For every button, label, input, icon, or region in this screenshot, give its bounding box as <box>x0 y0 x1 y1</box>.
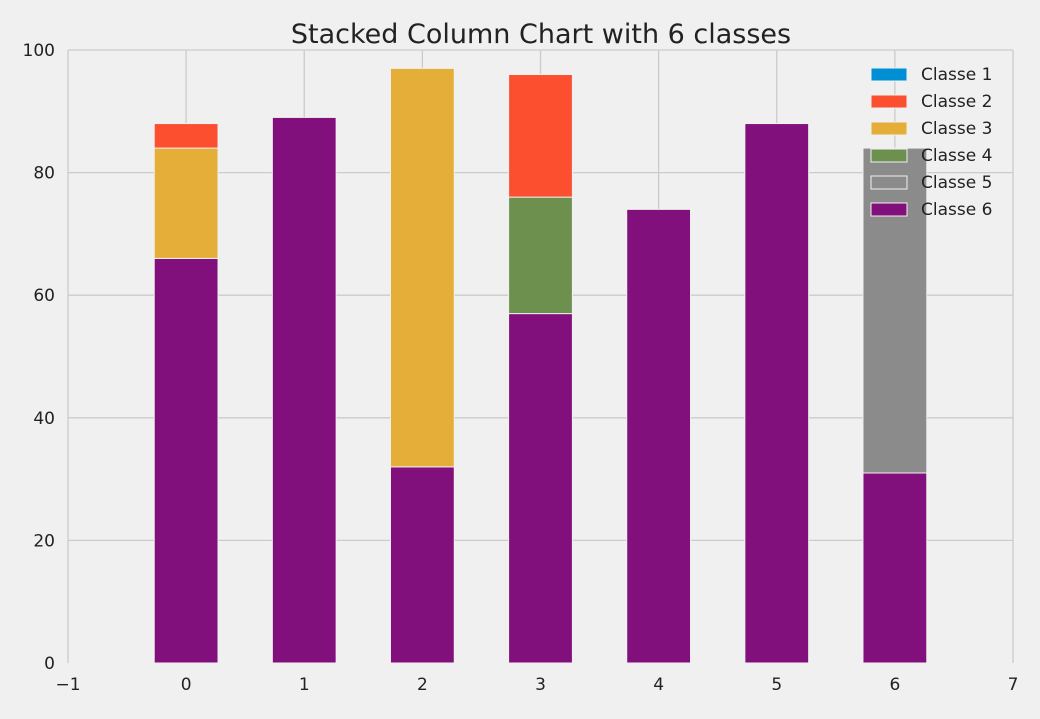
y-tick-labels: 0 20 40 60 80 100 <box>23 41 55 674</box>
bar-segment-classe-2 <box>508 74 573 198</box>
x-tick-label: 1 <box>299 675 310 695</box>
x-tick-labels: −1 0 1 2 3 4 5 6 7 <box>55 675 1018 695</box>
legend-swatch <box>870 67 908 82</box>
bar-segment-classe-6 <box>271 116 337 664</box>
chart-title: Stacked Column Chart with 6 classes <box>291 19 791 50</box>
y-tick-label: 60 <box>33 286 55 306</box>
legend: Classe 1 Classe 2 Classe 3 Classe 4 Classe 5… <box>870 65 992 220</box>
legend-swatch <box>870 148 908 163</box>
y-tick-label: 20 <box>33 531 55 551</box>
bar-segment-classe-6 <box>862 472 928 664</box>
bar-segment-classe-6 <box>153 257 219 664</box>
x-tick-label: 0 <box>181 675 192 695</box>
x-tick-label: 5 <box>771 675 782 695</box>
y-tick-label: 40 <box>33 409 55 429</box>
legend-label: Classe 4 <box>921 146 992 166</box>
legend-label: Classe 5 <box>921 173 992 193</box>
bar-segment-classe-2 <box>153 123 219 149</box>
bar-segment-classe-6 <box>508 313 573 664</box>
legend-swatch <box>870 175 908 190</box>
x-tick-label: 3 <box>535 675 546 695</box>
bar-segment-classe-3 <box>389 67 455 468</box>
bar-segment-classe-4 <box>508 196 573 315</box>
bar-segment-classe-5 <box>862 147 928 474</box>
legend-swatch <box>870 202 908 217</box>
bar-segment-classe-6 <box>744 123 810 664</box>
legend-label: Classe 6 <box>921 200 992 220</box>
legend-label: Classe 2 <box>921 92 992 112</box>
legend-label: Classe 3 <box>921 119 992 139</box>
bars <box>153 67 928 664</box>
x-tick-label: 2 <box>417 675 428 695</box>
legend-label: Classe 1 <box>921 65 992 85</box>
x-tick-label: 4 <box>653 675 664 695</box>
legend-swatch <box>870 94 908 109</box>
x-tick-label: 7 <box>1008 675 1019 695</box>
bar-segment-classe-3 <box>153 147 219 259</box>
bar-segment-classe-6 <box>626 208 692 664</box>
x-tick-label: −1 <box>55 675 80 695</box>
y-tick-label: 0 <box>44 654 55 674</box>
y-tick-label: 80 <box>33 164 55 184</box>
legend-swatch <box>870 121 908 136</box>
x-tick-label: 6 <box>889 675 900 695</box>
y-tick-label: 100 <box>23 41 55 61</box>
bar-segment-classe-6 <box>389 466 455 664</box>
